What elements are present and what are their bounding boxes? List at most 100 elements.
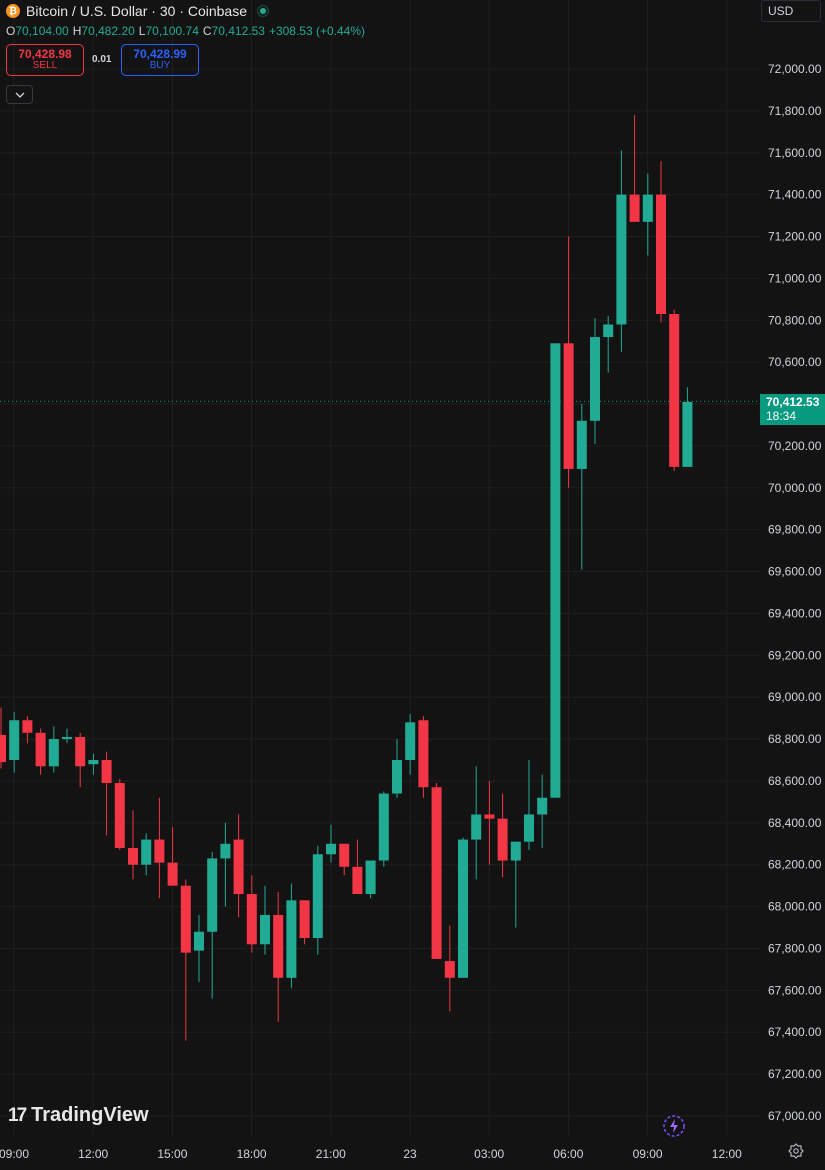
collapse-legend-button[interactable] — [6, 85, 33, 104]
price-tick-label: 71,600.00 — [768, 146, 822, 160]
price-tick-label: 67,200.00 — [768, 1067, 822, 1081]
candle-body — [603, 324, 614, 338]
candle-body — [62, 736, 72, 740]
price-tick-label: 69,600.00 — [768, 565, 822, 579]
low-value: 70,100.74 — [145, 24, 199, 38]
candle-body — [669, 313, 680, 467]
candle — [524, 760, 534, 851]
price-tick-label: 71,400.00 — [768, 188, 822, 202]
candle — [444, 925, 455, 1012]
candle-body — [88, 760, 99, 765]
sell-button[interactable]: 70,428.98 SELL — [6, 44, 84, 76]
price-tick-label: 68,600.00 — [768, 774, 822, 788]
candle-body — [616, 194, 627, 325]
price-axis[interactable]: 67,000.00 67,200.00 67,400.00 67,600.00 67,8… — [768, 62, 822, 1123]
settings-gear-icon[interactable] — [788, 1143, 804, 1159]
candle-body — [458, 839, 468, 978]
price-tick-label: 70,600.00 — [768, 355, 822, 369]
candle — [207, 852, 218, 999]
symbol-header[interactable]: ₿ Bitcoin / U.S. Dollar · 30 · Coinbase — [6, 2, 269, 20]
candle — [101, 751, 112, 836]
candle-body — [48, 739, 59, 767]
candle — [550, 343, 561, 798]
candle — [510, 841, 521, 928]
candle-body — [352, 866, 363, 895]
price-tick-label: 68,200.00 — [768, 858, 822, 872]
candle — [378, 791, 389, 867]
spread-value: 0.01 — [92, 54, 112, 65]
price-tick-label: 67,400.00 — [768, 1025, 822, 1039]
candle-body — [550, 343, 561, 798]
currency-selector[interactable]: USD — [761, 0, 821, 22]
candle-body — [260, 914, 270, 945]
lightning-icon[interactable] — [662, 1114, 686, 1138]
price-tick-label: 69,800.00 — [768, 523, 822, 537]
candle — [418, 716, 429, 798]
candle — [669, 309, 680, 472]
time-tick-label: 18:00 — [237, 1147, 267, 1161]
tradingview-logo: 17 TradingView — [8, 1104, 149, 1127]
candle-body — [629, 194, 640, 222]
candle — [48, 726, 59, 773]
buy-button[interactable]: 70,428.99 BUY — [121, 44, 199, 76]
candle — [154, 797, 165, 899]
candle-body — [326, 843, 336, 855]
candle — [246, 875, 257, 953]
high-label: H — [72, 24, 82, 38]
candle — [326, 824, 336, 863]
candle — [35, 728, 46, 775]
candle — [312, 845, 323, 955]
candle-body — [180, 885, 191, 953]
last-price-tag: 70,412.53 18:34 — [760, 394, 825, 425]
candle-body — [75, 736, 86, 767]
candle-body — [312, 854, 323, 939]
price-tick-label: 69,200.00 — [768, 648, 822, 662]
candle — [642, 173, 653, 256]
candle-body — [35, 732, 46, 767]
candle-body — [0, 734, 6, 763]
candle — [286, 883, 297, 989]
candle — [405, 713, 416, 775]
candle — [128, 810, 138, 880]
price-tick-label: 71,200.00 — [768, 230, 822, 244]
candle — [484, 780, 495, 865]
candle-body — [220, 843, 231, 859]
time-tick-label: 06:00 — [553, 1147, 583, 1161]
open-label: O — [6, 24, 16, 38]
time-axis[interactable]: 09:00 12:00 15:00 18:00 21:00 23 03:00 06:00 09:… — [0, 1147, 742, 1161]
candle-body — [299, 900, 310, 939]
price-tick-label: 70,000.00 — [768, 481, 822, 495]
candle — [590, 318, 600, 444]
time-tick-label: 12:00 — [712, 1147, 742, 1161]
candle-body — [418, 720, 429, 788]
candle — [365, 860, 376, 899]
candle — [233, 814, 244, 918]
candle-body — [392, 760, 402, 794]
time-tick-label: 09:00 — [0, 1147, 29, 1161]
time-tick-label: 09:00 — [633, 1147, 663, 1161]
sell-label: SELL — [32, 60, 58, 72]
candle — [458, 837, 468, 978]
price-tick-label: 69,400.00 — [768, 606, 822, 620]
candle — [431, 783, 442, 959]
candle-body — [194, 931, 204, 951]
candle — [141, 833, 152, 876]
grid-lines — [0, 0, 760, 1135]
ohlc-legend: O70,104.00 H70,482.20 L70,100.74 C70,412… — [6, 24, 365, 38]
candle-body — [273, 914, 284, 978]
time-tick-label: 21:00 — [316, 1147, 346, 1161]
time-tick-label: 23 — [403, 1147, 417, 1161]
price-tick-label: 69,000.00 — [768, 690, 822, 704]
candle — [537, 774, 548, 848]
bitcoin-icon: ₿ — [6, 4, 20, 18]
chevron-down-icon — [15, 92, 24, 98]
candle-body — [114, 783, 125, 848]
price-tick-label: 67,600.00 — [768, 983, 822, 997]
candle — [497, 793, 508, 878]
candle-body — [154, 839, 165, 863]
candle-body — [497, 818, 508, 861]
price-tick-label: 68,800.00 — [768, 732, 822, 746]
candle — [576, 404, 587, 570]
last-price-value: 70,412.53 — [766, 395, 820, 409]
